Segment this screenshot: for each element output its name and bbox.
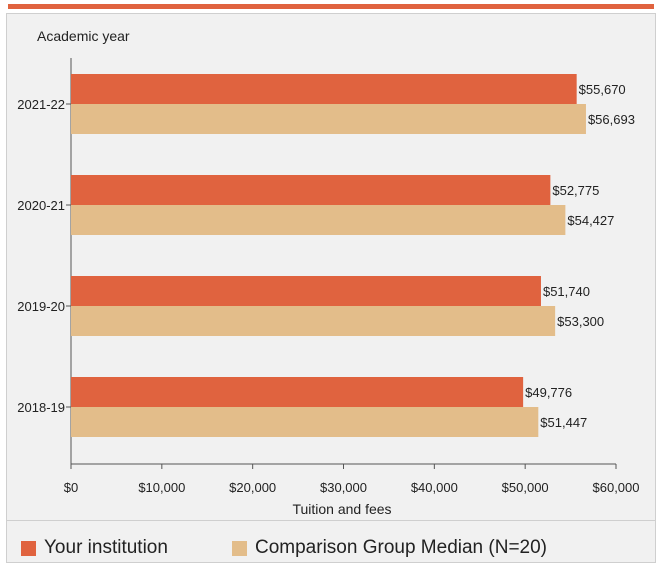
bar-your-institution [71, 175, 551, 205]
x-tick-label: $20,000 [229, 480, 276, 495]
data-label: $49,776 [525, 385, 572, 400]
y-tick-label: 2019-20 [17, 299, 65, 314]
y-tick-label: 2021-22 [17, 97, 65, 112]
bar-comparison-median [71, 205, 566, 235]
x-tick-label: $50,000 [502, 480, 549, 495]
bar-your-institution [71, 276, 541, 306]
data-label: $54,427 [567, 213, 614, 228]
legend: Your institution Comparison Group Median… [6, 521, 656, 563]
x-tick-label: $60,000 [593, 480, 640, 495]
data-label: $51,447 [540, 415, 587, 430]
data-label: $55,670 [579, 82, 626, 97]
legend-label-your-institution: Your institution [44, 537, 168, 558]
bar-your-institution [71, 74, 577, 104]
data-label: $51,740 [543, 284, 590, 299]
plot-area: $0 $10,000 $20,000 $30,000 $40,000 $50,000 $60… [17, 58, 640, 495]
bar-chart: Academic year Tuition and fees $0 $10,000… [17, 28, 640, 517]
legend-swatch-your-institution [21, 540, 36, 556]
bar-comparison-median [71, 407, 539, 437]
x-tick-label: $40,000 [411, 480, 458, 495]
data-label: $53,300 [557, 314, 604, 329]
legend-swatch-comparison-median [232, 540, 247, 556]
legend-item-comparison-median: Comparison Group Median (N=20) [232, 537, 547, 559]
data-label: $52,775 [552, 183, 599, 198]
x-tick-label: $10,000 [138, 480, 185, 495]
bar-your-institution [71, 377, 524, 407]
y-axis-title: Academic year [37, 28, 130, 44]
chart-panel: Academic year Tuition and fees $0 $10,000… [6, 13, 656, 521]
x-tick-label: $30,000 [320, 480, 367, 495]
data-label: $56,693 [588, 112, 635, 127]
legend-label-comparison-median: Comparison Group Median (N=20) [255, 537, 547, 558]
legend-item-your-institution: Your institution [21, 537, 168, 559]
x-axis-title: Tuition and fees [292, 501, 391, 517]
bar-comparison-median [71, 104, 586, 134]
y-tick-label: 2018-19 [17, 400, 65, 415]
header-accent-bar [8, 4, 654, 9]
bar-comparison-median [71, 306, 556, 336]
x-tick-label: $0 [64, 480, 78, 495]
y-tick-label: 2020-21 [17, 198, 65, 213]
